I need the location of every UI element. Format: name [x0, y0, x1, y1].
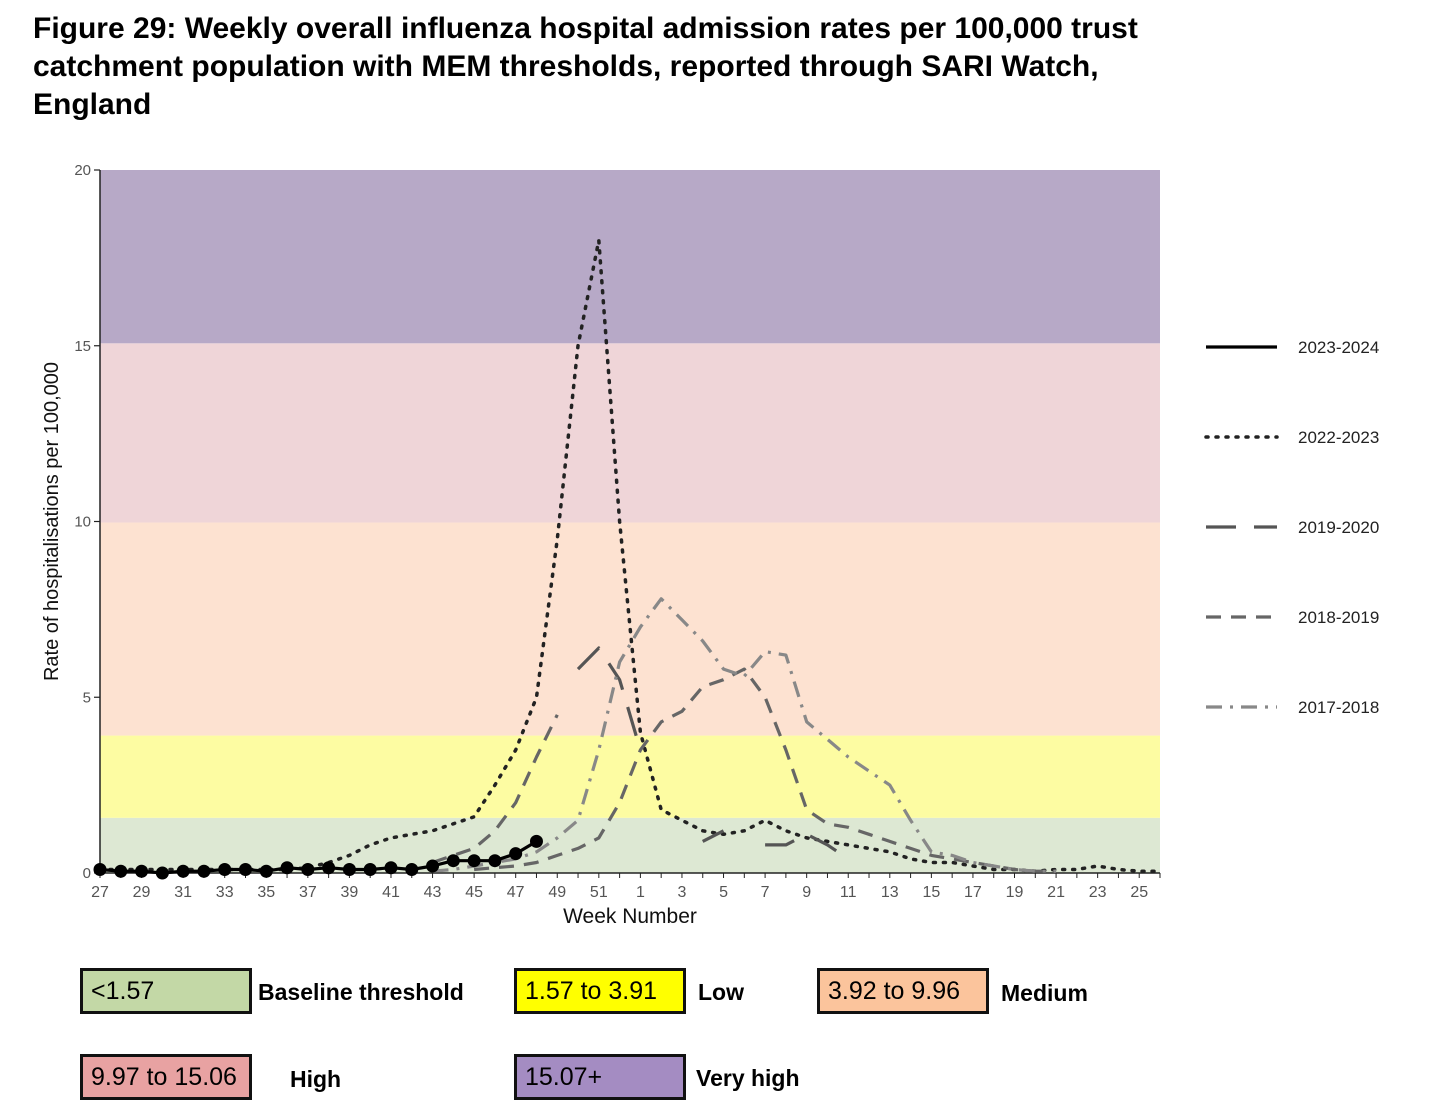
threshold-box-medium: 3.92 to 9.96	[817, 968, 989, 1014]
series-line	[765, 832, 850, 861]
data-point	[155, 866, 169, 880]
y-axis-title: Rate of hospitalisations per 100,000	[41, 362, 63, 681]
x-tick-label: 5	[719, 884, 728, 901]
series-line	[431, 714, 559, 865]
data-point	[322, 861, 336, 875]
threshold-range: 9.97 to 15.06	[91, 1063, 237, 1091]
data-point	[509, 847, 523, 861]
threshold-label-baseline: Baseline threshold	[258, 979, 464, 1005]
figure-title-line: catchment population with MEM thresholds…	[33, 50, 1099, 83]
series-line	[432, 597, 1057, 873]
threshold-bands	[100, 170, 1160, 873]
series-line	[98, 238, 1162, 873]
data-point	[114, 864, 128, 878]
y-tick-label: 10	[74, 514, 91, 531]
legend-label: 2018-2019	[1298, 608, 1379, 627]
threshold-range: 3.92 to 9.96	[828, 977, 961, 1005]
x-tick-label: 39	[341, 884, 359, 901]
threshold-band	[100, 735, 1160, 818]
x-tick-label: 29	[133, 884, 151, 901]
data-point	[280, 861, 294, 875]
x-tick-label: 3	[678, 884, 687, 901]
legend-label: 2023-2024	[1298, 338, 1379, 357]
x-tick-label: 41	[382, 884, 400, 901]
figure-title-line: Figure 29: Weekly overall influenza hosp…	[33, 12, 1138, 45]
legend-label: 2019-2020	[1298, 518, 1379, 537]
threshold-band	[100, 343, 1160, 523]
data-point	[342, 862, 356, 876]
data-point	[238, 862, 252, 876]
data-point	[259, 864, 273, 878]
x-tick-label: 25	[1130, 884, 1148, 901]
data-point	[218, 862, 232, 876]
threshold-box-high: 9.97 to 15.06	[80, 1054, 252, 1100]
threshold-band	[100, 170, 1160, 344]
x-tick-label: 45	[465, 884, 483, 901]
x-tick-label: 1	[636, 884, 645, 901]
data-point	[488, 854, 502, 868]
x-tick-label: 33	[216, 884, 234, 901]
x-tick-label: 17	[964, 884, 982, 901]
series-lines	[93, 238, 1162, 880]
threshold-label-very-high: Very high	[696, 1065, 800, 1091]
threshold-label-medium: Medium	[1001, 980, 1088, 1006]
x-tick-label: 49	[548, 884, 566, 901]
threshold-range: <1.57	[91, 977, 155, 1005]
y-tick-label: 0	[83, 865, 91, 882]
x-tick-label: 27	[91, 884, 109, 901]
data-point	[446, 854, 460, 868]
data-point	[467, 854, 481, 868]
x-tick-label: 13	[881, 884, 899, 901]
x-tick-label: 43	[424, 884, 442, 901]
legend-label: 2017-2018	[1298, 698, 1379, 717]
x-tick-label: 31	[174, 884, 192, 901]
figure-title: Figure 29: Weekly overall influenza hosp…	[33, 10, 1333, 124]
data-point	[93, 862, 107, 876]
x-tick-label: 15	[922, 884, 940, 901]
threshold-box-low: 1.57 to 3.91	[514, 968, 686, 1014]
data-point	[197, 864, 211, 878]
x-tick-label: 11	[840, 884, 857, 901]
series-line	[99, 840, 538, 875]
data-point	[176, 864, 190, 878]
y-tick-label: 15	[74, 338, 91, 355]
x-tick-label: 47	[507, 884, 525, 901]
series-line	[701, 829, 725, 843]
legend: 2023-2024 2022-2023 2019-2020 2018-2019 2017…	[1204, 338, 1379, 717]
threshold-label-low: Low	[698, 979, 744, 1005]
x-tick-label: 9	[802, 884, 811, 901]
threshold-label-high: High	[290, 1066, 342, 1092]
series-line	[473, 667, 1057, 873]
threshold-box-baseline: <1.57	[80, 968, 252, 1014]
data-point	[301, 862, 315, 876]
threshold-range: 15.07+	[525, 1063, 603, 1091]
series-line	[576, 646, 642, 751]
data-point	[426, 859, 440, 873]
x-tick-label: 51	[590, 884, 608, 901]
y-tick-label: 5	[83, 689, 91, 706]
legend-label: 2022-2023	[1298, 428, 1379, 447]
x-axis-title: Week Number	[563, 905, 697, 928]
data-point	[405, 862, 419, 876]
data-point	[529, 834, 543, 848]
x-tick-label: 35	[257, 884, 275, 901]
x-tick-label: 37	[299, 884, 317, 901]
x-tick-label: 7	[761, 884, 770, 901]
x-tick-label: 21	[1047, 884, 1065, 901]
figure-title-line: England	[33, 88, 152, 121]
threshold-box-very-high: 15.07+	[514, 1054, 686, 1100]
x-tick-label: 19	[1006, 884, 1024, 901]
data-point	[384, 861, 398, 875]
data-point	[363, 862, 377, 876]
threshold-range: 1.57 to 3.91	[525, 977, 658, 1005]
threshold-band	[100, 817, 1160, 873]
y-tick-label: 20	[74, 162, 91, 179]
data-point	[135, 864, 149, 878]
x-tick-label: 23	[1089, 884, 1107, 901]
